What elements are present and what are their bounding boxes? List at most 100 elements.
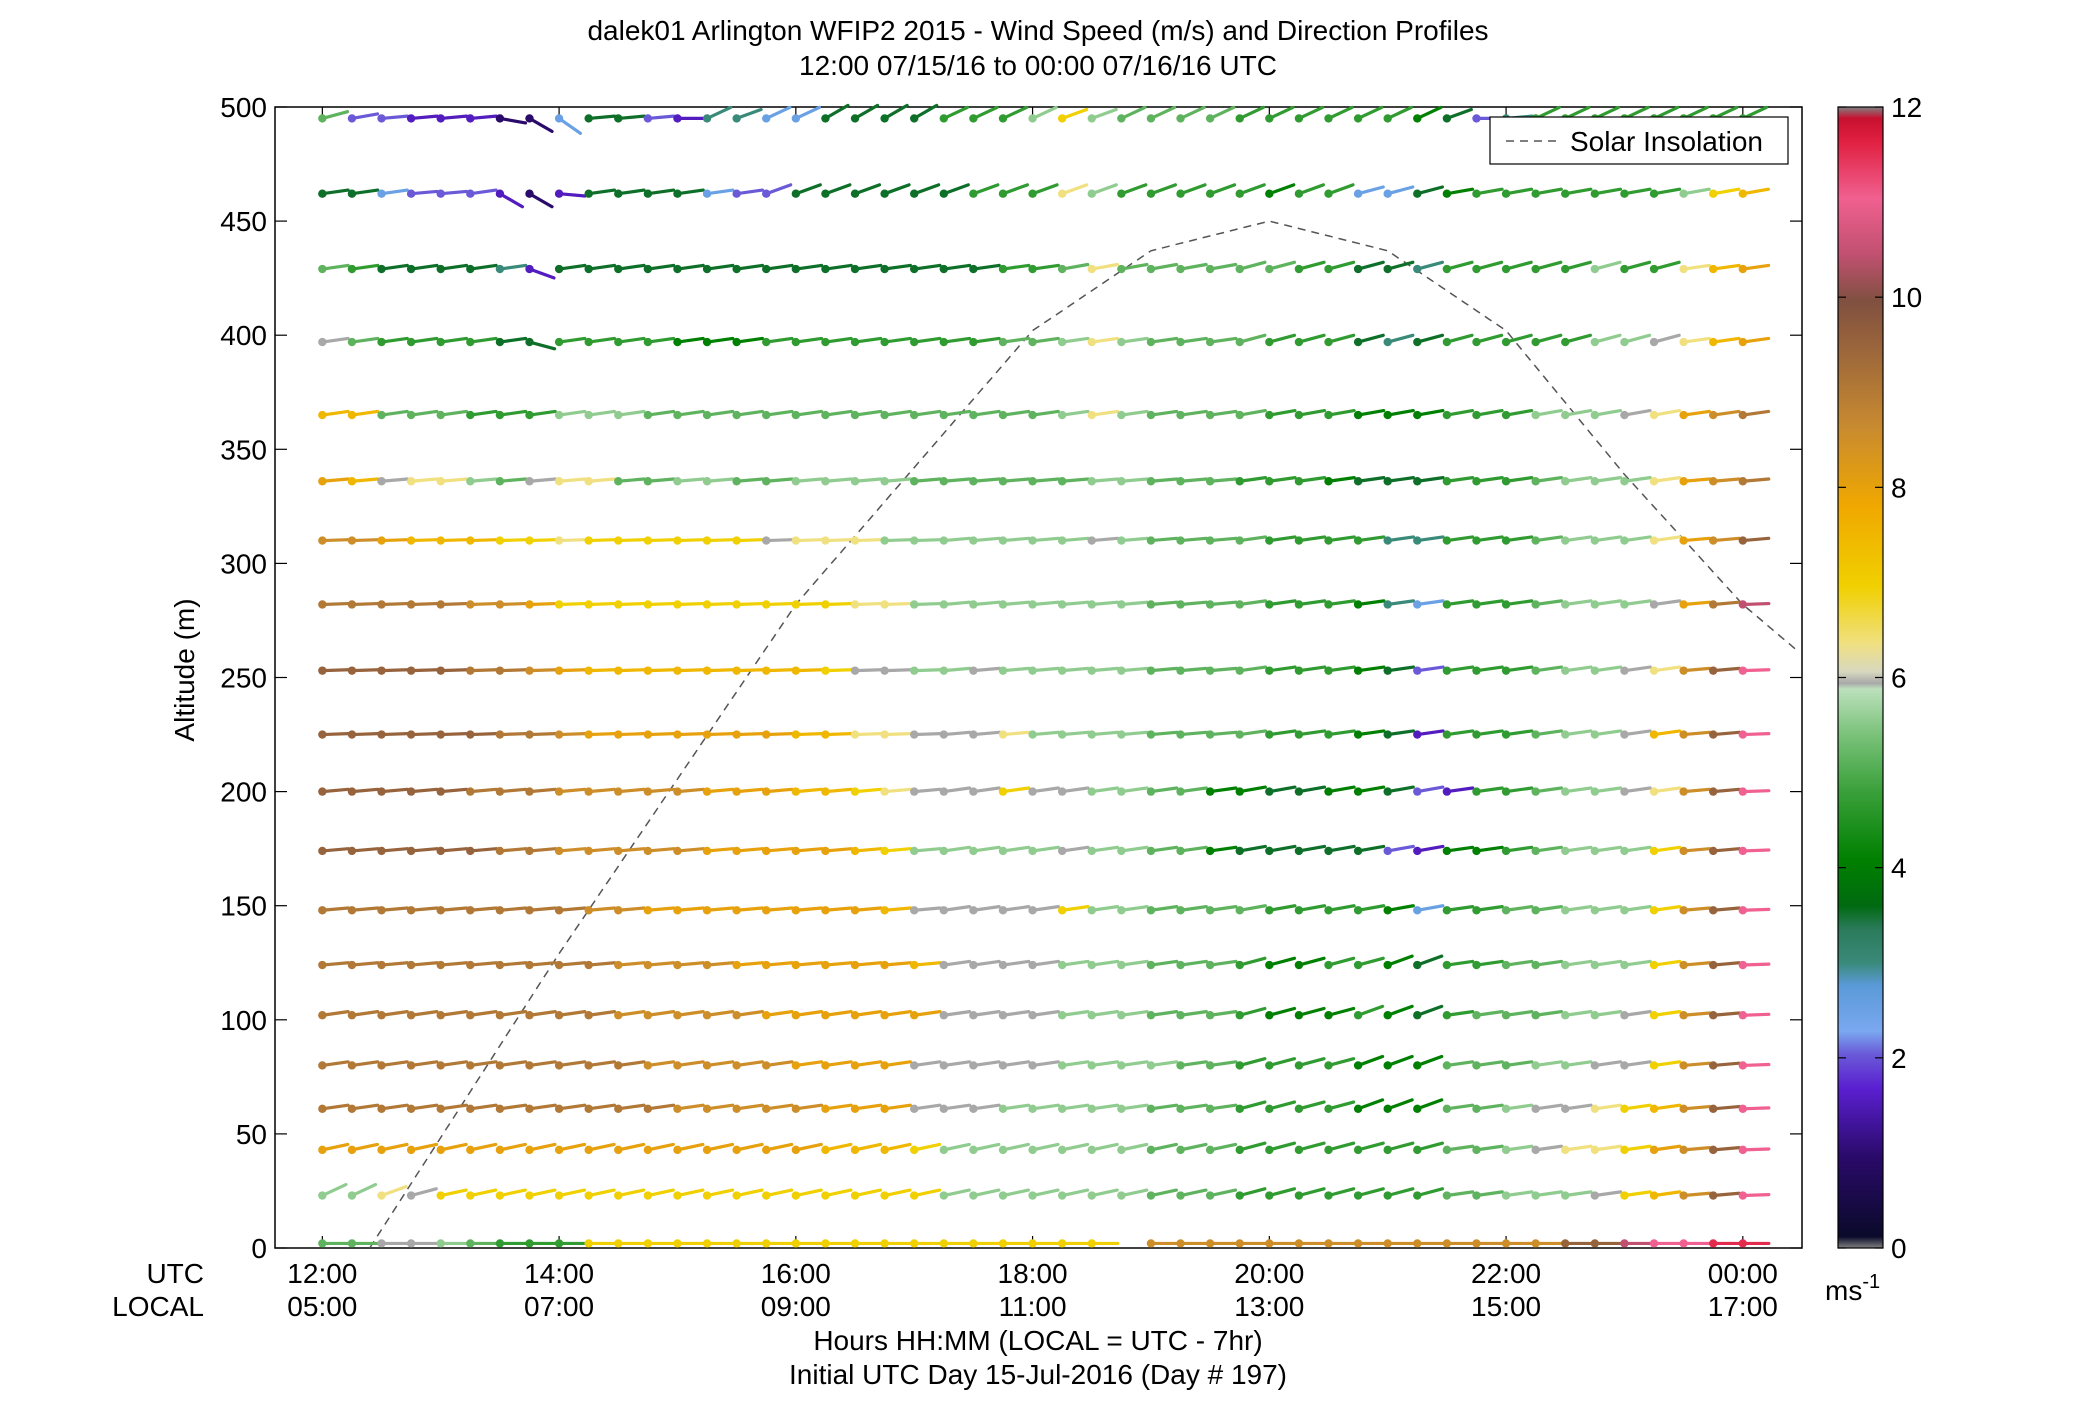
wind-barb-shaft (468, 1060, 498, 1068)
wind-barb-shaft (942, 666, 972, 673)
wind-barb-shaft (1238, 1057, 1267, 1068)
wind-barb-shaft (942, 263, 972, 271)
wind-barb-shaft (1474, 1010, 1504, 1017)
wind-barb-shaft (1593, 905, 1623, 912)
wind-barb-dot (1413, 337, 1422, 347)
wind-barb-shaft (1119, 105, 1147, 121)
wind-barb-dot (880, 1061, 889, 1070)
wind-barb-dot (1679, 1145, 1688, 1155)
wind-barb-dot (1294, 189, 1304, 198)
wind-barb-shaft (1504, 187, 1534, 196)
wind-barb-shaft (616, 847, 646, 853)
wind-barb-dot (821, 600, 830, 609)
wind-barb-dot (1501, 477, 1511, 486)
wind-barb-dot (910, 1145, 919, 1155)
wind-barb-shaft (1060, 1188, 1090, 1198)
wind-barb-shaft (1178, 1060, 1208, 1068)
wind-barb-dot (1679, 846, 1688, 856)
wind-barb-shaft (823, 183, 852, 196)
wind-barb-shaft (1178, 536, 1209, 543)
wind-barb-dot (436, 536, 445, 545)
wind-barb-dot (821, 189, 830, 198)
wind-barb-dot (466, 666, 475, 675)
wind-barb-dot (318, 536, 327, 545)
wind-barb-dot (850, 960, 860, 970)
wind-barb-dot (1057, 536, 1067, 545)
wind-barb-shaft (646, 188, 676, 196)
wind-barb-shaft (1593, 333, 1622, 344)
wind-barb-dot (1265, 114, 1274, 123)
wind-barb-shaft (883, 732, 913, 737)
wind-barb-shaft (1119, 409, 1149, 417)
wind-barb-shaft (1386, 535, 1416, 543)
wind-barb-shaft (1534, 665, 1564, 673)
wind-barb-shaft (1267, 599, 1297, 607)
wind-barb-dot (1235, 600, 1244, 609)
wind-barb-shaft (350, 477, 380, 483)
wind-barb-dot (1057, 1061, 1067, 1070)
wind-barb-shaft (1415, 1004, 1444, 1017)
wind-barb-shaft (912, 1010, 942, 1017)
wind-barb-dot (1738, 846, 1748, 856)
wind-barb-dot (1561, 337, 1570, 347)
wind-barb-shaft (1534, 187, 1563, 196)
wind-barb-shaft (1415, 665, 1445, 673)
wind-barb-shaft (912, 601, 942, 607)
wind-barb-shaft (1001, 1103, 1031, 1111)
wind-barb-dot (791, 337, 801, 347)
wind-barb-shaft (853, 1060, 883, 1068)
wind-barb-dot (850, 666, 860, 675)
wind-barb-dot (1057, 1011, 1067, 1020)
wind-barb-shaft (1415, 1141, 1445, 1152)
wind-barb-dot (1235, 1104, 1244, 1113)
wind-barb-shaft (468, 906, 498, 912)
wind-barb-shaft (1297, 476, 1327, 483)
wind-barb-dot (1353, 730, 1363, 739)
wind-barb-dot (1679, 1061, 1688, 1070)
wind-barb-shaft (1445, 187, 1475, 196)
wind-barb-shaft (587, 477, 617, 483)
wind-barb-dot (821, 730, 830, 739)
wind-barb-shaft (823, 1010, 853, 1017)
wind-barb-shaft (350, 112, 380, 121)
wind-barb-dot (406, 846, 416, 856)
wind-barb-dot (347, 337, 357, 347)
wind-barb-shaft (1090, 477, 1120, 483)
wind-barb-dot (1472, 189, 1481, 198)
wind-barb-dot (673, 960, 682, 970)
wind-barb-dot (1590, 846, 1600, 856)
wind-barb-dot (969, 337, 978, 347)
wind-barb-dot (377, 337, 386, 347)
wind-barb-dot (554, 960, 564, 970)
wind-barb-dot (1117, 906, 1126, 915)
wind-barb-dot (495, 337, 505, 347)
wind-barb-dot (643, 666, 653, 675)
wind-barb-dot (1057, 600, 1067, 609)
wind-barb-shaft (883, 847, 913, 853)
wind-barb-shaft (1474, 408, 1504, 417)
wind-barb-shaft (1119, 183, 1148, 196)
wind-barb-shaft (1711, 536, 1741, 543)
wind-barb-shaft (1563, 535, 1593, 543)
wind-barb-shaft (1622, 333, 1652, 344)
wind-barb-shaft (1267, 408, 1297, 417)
wind-barb-shaft (498, 1103, 528, 1111)
wind-barb-shaft (1178, 409, 1208, 417)
wind-barb-dot (732, 1239, 741, 1248)
wind-barb-dot (821, 264, 830, 274)
wind-barb-shaft (1297, 729, 1327, 737)
wind-barb-shaft (1534, 476, 1564, 483)
wind-barb-dot (377, 536, 386, 545)
wind-barb-shaft (853, 477, 883, 483)
wind-barb-shaft (1711, 187, 1741, 196)
wind-barb-dot (466, 1145, 475, 1155)
wind-barb-shaft (675, 668, 706, 673)
wind-barb-dot (1561, 189, 1570, 198)
wind-barb-dot (1472, 1104, 1481, 1113)
wind-barb-dot (850, 730, 860, 739)
wind-barb-shaft (557, 847, 587, 853)
wind-barb-shaft (1238, 408, 1267, 417)
wind-barb-shaft (1593, 665, 1623, 673)
wind-barb-shaft (1208, 786, 1238, 794)
wind-barb-dot (910, 666, 919, 675)
